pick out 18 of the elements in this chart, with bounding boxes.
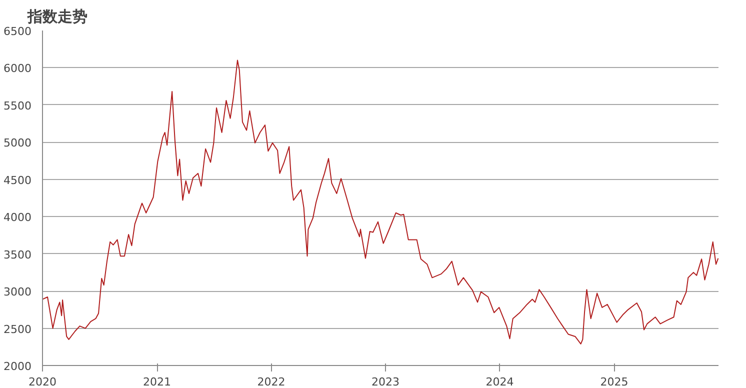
y-tick-label: 2000 bbox=[4, 360, 32, 373]
y-tick-label: 4500 bbox=[4, 174, 32, 187]
x-tick-label: 2025 bbox=[600, 376, 628, 388]
x-tick-label: 2021 bbox=[143, 376, 172, 388]
y-tick-label: 5000 bbox=[4, 136, 32, 150]
y-tick-label: 6500 bbox=[4, 25, 32, 38]
y-tick-label: 4000 bbox=[4, 211, 32, 224]
x-tick-label: 2020 bbox=[28, 376, 57, 388]
y-tick-label: 5500 bbox=[4, 99, 32, 112]
x-tick-label: 2023 bbox=[372, 376, 400, 388]
x-tick-label: 2024 bbox=[486, 376, 514, 388]
y-tick-label: 3000 bbox=[4, 286, 32, 299]
y-tick-label: 3500 bbox=[4, 248, 32, 262]
y-tick-label: 6000 bbox=[4, 62, 32, 76]
x-tick-label: 2022 bbox=[257, 376, 286, 388]
y-tick-label: 2500 bbox=[4, 322, 32, 336]
line-series bbox=[42, 60, 718, 344]
chart-title: 指数走势 bbox=[26, 8, 88, 26]
